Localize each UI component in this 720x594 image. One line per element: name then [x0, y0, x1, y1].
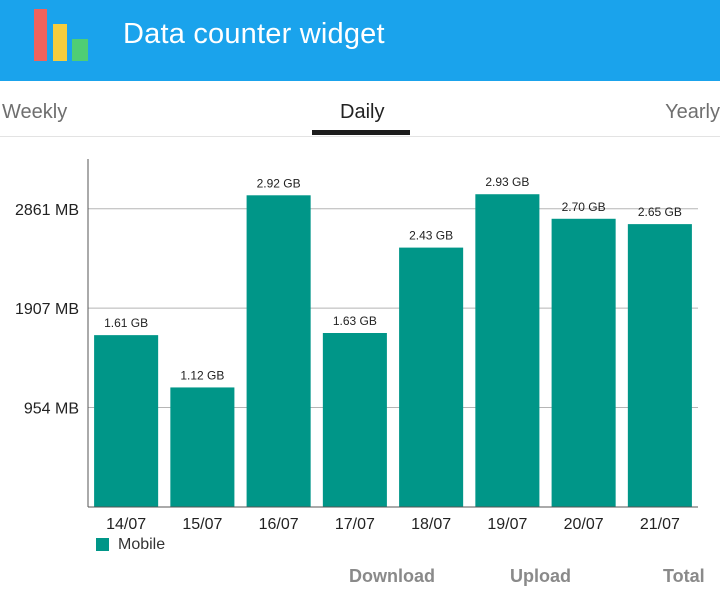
legend-swatch-mobile	[96, 538, 109, 551]
bar-value-label: 1.63 GB	[333, 314, 377, 328]
bar-value-label: 2.93 GB	[485, 175, 529, 189]
x-tick-label: 14/07	[106, 516, 146, 533]
bar-layer	[94, 194, 692, 507]
bar-21-07	[627, 224, 692, 507]
x-tick-label: 17/07	[335, 516, 375, 533]
bar-19-07	[475, 194, 540, 507]
bar-value-label: 2.43 GB	[409, 229, 453, 243]
bar-value-label: 2.70 GB	[562, 200, 606, 214]
x-tick-label: 19/07	[487, 516, 527, 533]
tab-weekly[interactable]: Weekly	[2, 101, 68, 123]
bar-value-label: 1.61 GB	[104, 316, 148, 330]
bar-14-07	[94, 335, 159, 507]
x-tick-label: 21/07	[640, 516, 680, 533]
legend-label-mobile: Mobile	[118, 536, 166, 553]
bar-value-label: 1.12 GB	[180, 368, 224, 382]
selected-tab-indicator	[312, 130, 410, 135]
app-bar: Data counter widget	[0, 0, 720, 81]
bar-16-07	[246, 195, 311, 507]
y-tick-label: 954 MB	[24, 401, 79, 418]
tab-daily[interactable]: Daily	[340, 101, 385, 123]
label-layer: 1.61 GB 1.12 GB 2.92 GB 1.63 GB 2.43 GB 2.93 …	[104, 175, 682, 382]
x-tick-label: 18/07	[411, 516, 451, 533]
app-title: Data counter widget	[123, 18, 385, 50]
bar-value-label: 2.65 GB	[638, 205, 682, 219]
tab-yearly[interactable]: Yearly	[665, 101, 720, 123]
bar-18-07	[399, 247, 464, 507]
period-tabs: Weekly Daily Yearly	[0, 81, 720, 137]
bar-15-07	[170, 387, 235, 507]
y-tick-label: 1907 MB	[15, 301, 79, 318]
x-tick-label: 16/07	[259, 516, 299, 533]
bar-chart-app-icon	[34, 9, 88, 61]
x-tick-label: 15/07	[182, 516, 222, 533]
total-button[interactable]: Total	[663, 566, 705, 586]
y-tick-label: 2861 MB	[15, 202, 79, 219]
download-button[interactable]: Download	[349, 566, 435, 586]
axis-layer: 954 MB 1907 MB 2861 MB 14/07 15/07 16/07 17/07…	[15, 159, 698, 533]
x-tick-label: 20/07	[564, 516, 604, 533]
bar-value-label: 2.92 GB	[257, 176, 301, 190]
bar-20-07	[551, 218, 616, 507]
upload-button[interactable]: Upload	[510, 566, 571, 586]
daily-usage-chart: 1.61 GB 1.12 GB 2.92 GB 1.63 GB 2.43 GB 2.93 …	[15, 159, 698, 533]
bar-17-07	[322, 333, 387, 507]
